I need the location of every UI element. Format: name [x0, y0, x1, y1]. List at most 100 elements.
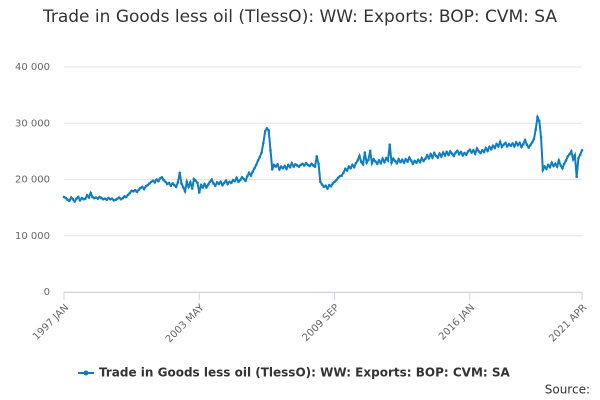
- data-point: [96, 197, 100, 200]
- data-point: [479, 151, 482, 155]
- data-point: [215, 181, 219, 184]
- data-point: [361, 163, 365, 166]
- data-point: [518, 141, 521, 145]
- data-point: [242, 177, 246, 181]
- data-point: [359, 160, 363, 164]
- data-point: [238, 178, 242, 182]
- data-point: [253, 166, 256, 170]
- data-point: [319, 180, 322, 184]
- data-point: [491, 144, 495, 148]
- data-point: [568, 152, 571, 156]
- data-point: [85, 193, 89, 197]
- data-point: [155, 178, 158, 181]
- data-point: [464, 153, 468, 157]
- data-point: [258, 155, 262, 159]
- data-point: [217, 182, 221, 186]
- data-point: [470, 151, 473, 154]
- data-point: [545, 167, 548, 171]
- data-point: [187, 185, 190, 189]
- data-point: [263, 129, 267, 133]
- data-point: [488, 145, 491, 149]
- data-point: [246, 174, 249, 178]
- data-point: [486, 149, 489, 153]
- data-point: [530, 141, 534, 144]
- data-point: [495, 142, 498, 146]
- data-point: [505, 145, 509, 148]
- data-point: [279, 165, 283, 168]
- data-point: [573, 154, 577, 157]
- data-point: [431, 156, 434, 159]
- data-point: [484, 146, 488, 150]
- data-point: [126, 193, 130, 196]
- data-point: [374, 160, 377, 163]
- data-point: [536, 115, 539, 119]
- data-point: [448, 150, 452, 153]
- data-point: [457, 152, 461, 156]
- data-point: [76, 195, 80, 199]
- legend-label: Trade in Goods less oil (TlessO): WW: Ex…: [99, 366, 511, 380]
- data-point: [557, 159, 561, 162]
- data-point: [256, 159, 260, 162]
- x-tick-label: 1997 JAN: [31, 302, 71, 342]
- data-point: [308, 164, 311, 168]
- data-point: [384, 156, 388, 160]
- data-point: [181, 186, 185, 189]
- data-point: [237, 180, 240, 184]
- data-point: [84, 197, 87, 200]
- data-point: [315, 155, 319, 158]
- data-point: [233, 179, 237, 183]
- data-point: [477, 150, 481, 153]
- data-point: [336, 176, 340, 180]
- data-point: [520, 145, 523, 149]
- data-point: [169, 184, 173, 187]
- data-point: [317, 162, 320, 166]
- data-point: [388, 143, 392, 146]
- data-point: [176, 181, 180, 184]
- data-point: [392, 157, 395, 160]
- data-point: [454, 151, 457, 154]
- data-point: [254, 163, 258, 167]
- data-point: [397, 157, 400, 161]
- data-point: [331, 182, 335, 185]
- data-point: [324, 184, 327, 187]
- data-point: [570, 150, 573, 153]
- data-point: [157, 179, 160, 183]
- data-point: [153, 181, 157, 184]
- data-point: [320, 183, 324, 186]
- y-tick-label: 0: [44, 287, 50, 298]
- data-point: [511, 142, 514, 145]
- data-point: [445, 150, 449, 154]
- data-point: [406, 160, 409, 163]
- data-point: [546, 163, 550, 167]
- data-point: [368, 149, 372, 153]
- data-point: [297, 165, 301, 168]
- data-point: [194, 179, 198, 182]
- data-point: [128, 191, 132, 195]
- chart-title: Trade in Goods less oil (TlessO): WW: Ex…: [42, 7, 558, 27]
- data-point: [525, 143, 529, 146]
- data-point: [249, 174, 253, 177]
- data-point: [539, 136, 543, 139]
- data-point: [173, 183, 176, 187]
- data-point: [372, 157, 376, 161]
- data-point: [226, 182, 230, 186]
- data-point: [481, 148, 484, 152]
- data-point: [310, 162, 313, 166]
- data-point: [244, 179, 247, 182]
- data-point: [367, 158, 370, 162]
- data-point: [466, 150, 470, 153]
- data-point: [534, 128, 538, 131]
- data-point: [164, 180, 167, 184]
- data-point: [548, 165, 552, 169]
- data-point: [370, 161, 374, 165]
- data-point: [438, 152, 441, 155]
- data-point: [214, 184, 217, 187]
- data-point: [550, 161, 554, 164]
- data-point: [208, 180, 212, 184]
- data-point: [71, 197, 75, 201]
- data-point: [288, 165, 292, 169]
- data-point: [472, 148, 475, 152]
- data-point: [133, 188, 137, 192]
- data-point: [527, 146, 530, 149]
